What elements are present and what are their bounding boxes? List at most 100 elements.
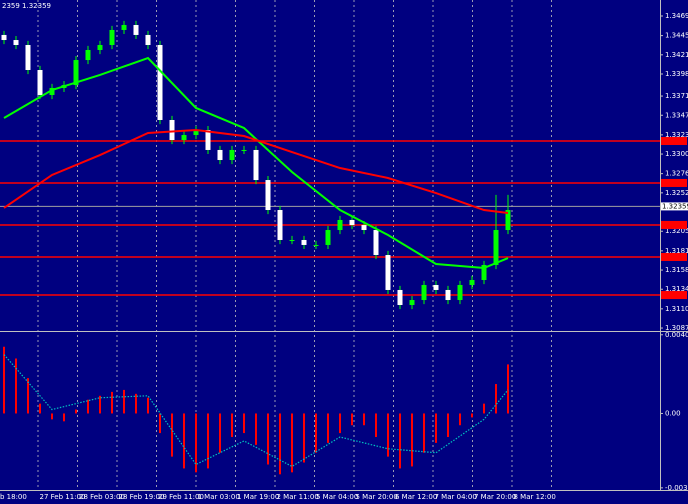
candle-body (181, 135, 187, 141)
y-tick-label: 1.33235 (665, 131, 688, 139)
candle-body (145, 34, 151, 46)
y-tick-label: 1.33475 (665, 111, 688, 119)
candle-body (373, 230, 379, 256)
x-tick-label: 7 Mar 20:00 (474, 493, 516, 501)
candle-body (469, 280, 475, 285)
histogram-bar (147, 397, 149, 414)
histogram-bar (327, 413, 329, 443)
x-tick-label: 5 Mar 04:00 (316, 493, 358, 501)
x-tick-label: 2 Mar 11:00 (277, 493, 319, 501)
histogram-bar (255, 413, 257, 445)
histogram-bar (51, 413, 53, 420)
histogram-bar (39, 403, 41, 414)
indicator-tick-label: 0.00 (665, 409, 681, 417)
histogram-bar (135, 393, 137, 414)
candle-body (25, 45, 31, 71)
histogram-bar (195, 413, 197, 473)
x-tick-label: 28 Feb 19:00 (119, 493, 165, 501)
y-tick-label: 1.33000 (665, 150, 688, 158)
candle-body (505, 210, 511, 231)
candle-body (97, 45, 103, 50)
candle-body (157, 45, 163, 120)
histogram-bar (435, 413, 437, 443)
y-tick-label: 1.34450 (665, 32, 688, 40)
y-tick-label: 1.32525 (665, 189, 688, 197)
candle-body (85, 49, 91, 61)
candle-body (301, 239, 307, 245)
histogram-bar (15, 358, 17, 414)
candle-body (205, 130, 211, 150)
candle-body (457, 284, 463, 301)
candle-body (385, 255, 391, 290)
candle-body (481, 264, 487, 281)
candle-body (445, 289, 451, 301)
histogram-bar (3, 346, 5, 414)
y-tick-label: 1.31105 (665, 305, 688, 313)
histogram-bar (459, 413, 461, 426)
histogram-bar (27, 378, 29, 414)
histogram-bar (159, 413, 161, 434)
candle-body (253, 149, 259, 181)
y-tick-label: 1.32055 (665, 227, 688, 235)
histogram-bar (207, 413, 209, 469)
histogram-bar (183, 413, 185, 469)
histogram-bar (411, 413, 413, 467)
x-tick-label: 8 Mar 12:00 (514, 493, 556, 501)
candle-body (493, 230, 499, 265)
histogram-bar (267, 413, 269, 465)
histogram-bar (339, 413, 341, 434)
histogram-bar (231, 413, 233, 438)
histogram-bar (219, 413, 221, 453)
candle-body (313, 244, 319, 246)
candle-body (169, 119, 175, 141)
candle-body (409, 300, 415, 306)
y-tick-label: 1.33710 (665, 92, 688, 100)
x-tick-label: 5 Mar 20:00 (356, 493, 398, 501)
candle-body (13, 40, 19, 46)
histogram-bar (399, 413, 401, 469)
candle-body (397, 289, 403, 306)
histogram-bar (75, 409, 77, 414)
candle-body (289, 239, 295, 241)
histogram-bar (423, 413, 425, 453)
candle-body (361, 225, 367, 231)
candle-body (241, 149, 247, 151)
x-tick-label: 6 Mar 12:00 (395, 493, 437, 501)
histogram-bar (123, 389, 125, 414)
header: 2359 1.32359 (2, 2, 51, 10)
histogram-bar (387, 413, 389, 457)
histogram-bar (279, 413, 281, 475)
y-tick-label: 1.31580 (665, 266, 688, 274)
histogram-bar (447, 413, 449, 438)
candle-body (421, 284, 427, 301)
level-marker (661, 178, 687, 187)
signal-line (3, 354, 509, 468)
candle-body (277, 210, 283, 240)
histogram-bar (363, 413, 365, 426)
histogram-bar (303, 413, 305, 463)
histogram-bar (111, 391, 113, 414)
candle-body (1, 34, 7, 41)
histogram-bar (315, 413, 317, 453)
current-price-box (661, 202, 688, 211)
histogram-bar (507, 364, 509, 414)
candle-body (193, 130, 199, 136)
candle-body (73, 60, 79, 86)
candle-body (325, 230, 331, 245)
candle-body (37, 70, 43, 95)
histogram-bar (291, 413, 293, 473)
x-tick-label: 28 Feb 03:00 (79, 493, 125, 501)
x-tick-label: 1 Mar 03:00 (198, 493, 240, 501)
histogram-bar (243, 413, 245, 434)
candle-body (337, 219, 343, 231)
x-tick-label: 29 Feb 11:00 (158, 493, 204, 501)
moving-average (3, 56, 509, 270)
x-tick-label: b 18:00 (0, 493, 27, 501)
y-tick-label: 1.34215 (665, 51, 688, 59)
histogram-bar (171, 413, 173, 457)
histogram-bar (483, 403, 485, 414)
moving-average (3, 129, 509, 215)
indicator-tick-label: -0.00379 (665, 484, 688, 492)
y-tick-label: 1.31345 (665, 285, 688, 293)
